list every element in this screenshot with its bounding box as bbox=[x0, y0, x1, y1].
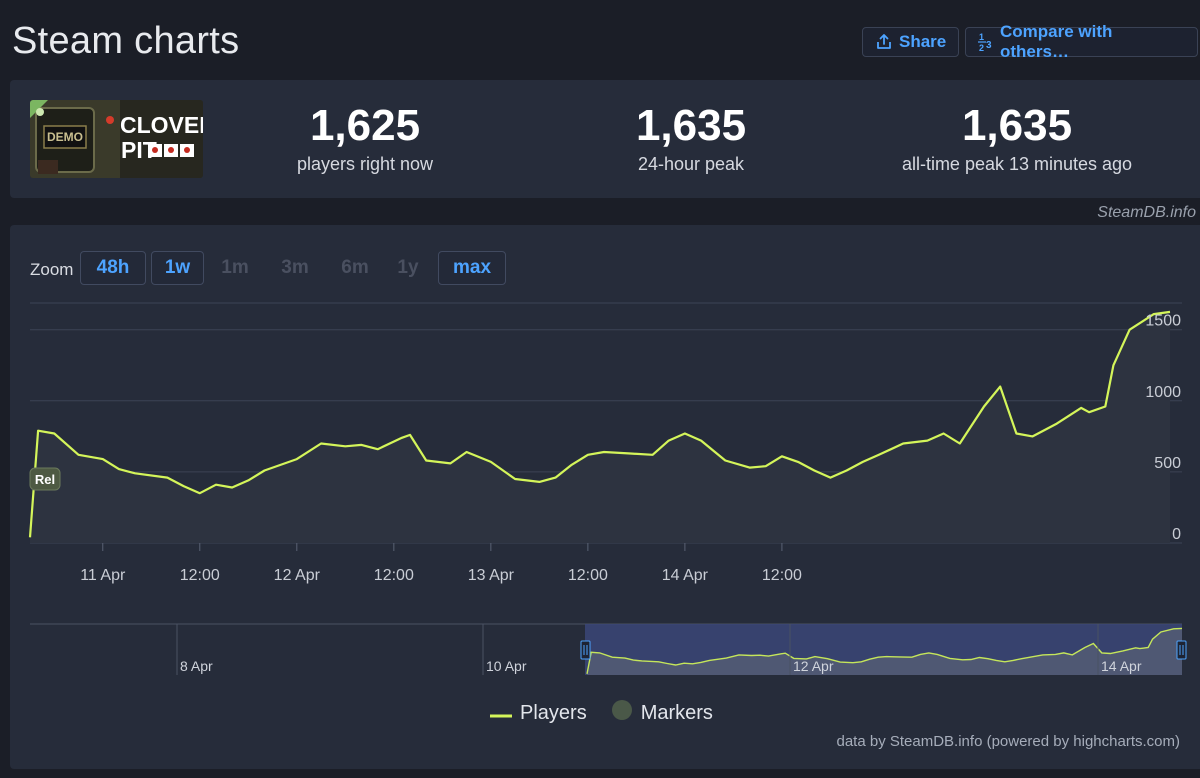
current-players-value: 1,625 bbox=[309, 101, 421, 150]
stat-all-time-peak: 1,635 all-time peak 13 minutes ago bbox=[847, 102, 1187, 175]
legend-markers[interactable]: Markers bbox=[611, 699, 713, 727]
legend-players-label: Players bbox=[520, 701, 587, 724]
navigator-tick-label: 14 Apr bbox=[1101, 658, 1142, 674]
share-button[interactable]: Share bbox=[862, 27, 959, 57]
rel-marker-label: Rel bbox=[35, 472, 55, 487]
players-line-icon bbox=[490, 702, 512, 725]
players-line bbox=[28, 310, 1171, 538]
zoom-3m-button: 3m bbox=[281, 257, 309, 278]
y-tick-label: 500 bbox=[1154, 455, 1181, 472]
current-players-label: players right now bbox=[296, 154, 434, 174]
zoom-1m-button: 1m bbox=[221, 257, 249, 278]
y-tick-label: 1500 bbox=[1145, 313, 1181, 330]
navigator[interactable]: 8 Apr 10 Apr 12 Apr 14 Apr bbox=[30, 623, 1187, 675]
steamdb-credit[interactable]: SteamDB.info bbox=[1097, 204, 1196, 221]
stat-current: 1,625 players right now bbox=[195, 102, 535, 175]
logo-title-2: PIT bbox=[121, 137, 157, 163]
share-label: Share bbox=[899, 32, 947, 51]
game-logo[interactable]: DEMO CLOVER PIT bbox=[30, 100, 203, 178]
navigator-right-handle[interactable] bbox=[1176, 640, 1187, 660]
zoom-48h-button[interactable]: 48h bbox=[80, 251, 146, 285]
chart-panel: Zoom 48h 1w 1m 3m 6m 1y max 0 500 1000 1500… bbox=[10, 225, 1200, 769]
navigator-tick-label: 10 Apr bbox=[486, 658, 527, 674]
x-tick-label: 14 Apr bbox=[662, 567, 709, 584]
svg-text:2: 2 bbox=[979, 43, 984, 53]
zoom-label: Zoom bbox=[30, 260, 74, 279]
navigator-left-handle[interactable] bbox=[580, 640, 591, 660]
legend-players[interactable]: Players bbox=[490, 702, 587, 725]
x-tick-label: 11 Apr bbox=[80, 567, 126, 584]
zoom-1y-button: 1y bbox=[397, 257, 419, 278]
navigator-tick-label: 8 Apr bbox=[180, 658, 213, 674]
markers-dot-icon bbox=[611, 699, 633, 727]
logo-badge: DEMO bbox=[47, 130, 83, 144]
players-area bbox=[30, 311, 1170, 543]
navigator-area bbox=[587, 628, 1182, 675]
navigator-tick-label: 12 Apr bbox=[793, 658, 834, 674]
zoom-1w-button[interactable]: 1w bbox=[151, 251, 204, 285]
chart-legend: Players Markers bbox=[490, 699, 713, 727]
zoom-6m-button: 6m bbox=[341, 257, 369, 278]
svg-text:1: 1 bbox=[979, 32, 984, 42]
y-tick-label: 0 bbox=[1172, 526, 1181, 543]
x-tick-label: 13 Apr bbox=[468, 567, 515, 584]
zoom-max-button[interactable]: max bbox=[438, 251, 506, 285]
page-title: Steam charts bbox=[12, 20, 240, 62]
all-time-peak-label: all-time peak 13 minutes ago bbox=[901, 154, 1133, 174]
y-tick-label: 1000 bbox=[1145, 384, 1181, 401]
all-time-peak-value: 1,635 bbox=[961, 101, 1073, 150]
24h-peak-label: 24-hour peak bbox=[637, 154, 745, 174]
x-tick-label: 12:00 bbox=[374, 567, 414, 584]
rel-marker[interactable]: Rel bbox=[29, 467, 61, 491]
x-tick-label: 12 Apr bbox=[274, 567, 321, 584]
stat-24h-peak: 1,635 24-hour peak bbox=[521, 102, 861, 175]
logo-title-1: CLOVER bbox=[120, 112, 203, 138]
compare-label: Compare with others… bbox=[1000, 22, 1113, 61]
player-chart[interactable]: 0 500 1000 1500 11 Apr 12:00 12 Apr 12:00 13 Ap… bbox=[10, 225, 1200, 769]
share-icon bbox=[875, 33, 893, 51]
x-tick-label: 12:00 bbox=[180, 567, 220, 584]
svg-text:3: 3 bbox=[986, 40, 992, 51]
stats-panel: DEMO CLOVER PIT 1,625 players right now … bbox=[10, 80, 1200, 198]
x-tick-label: 12:00 bbox=[762, 567, 802, 584]
24h-peak-value: 1,635 bbox=[635, 101, 747, 150]
navigator-line bbox=[586, 627, 1183, 675]
x-tick-label: 12:00 bbox=[568, 567, 608, 584]
legend-markers-label: Markers bbox=[640, 701, 713, 724]
highcharts-credit[interactable]: data by SteamDB.info (powered by highcha… bbox=[836, 733, 1181, 750]
